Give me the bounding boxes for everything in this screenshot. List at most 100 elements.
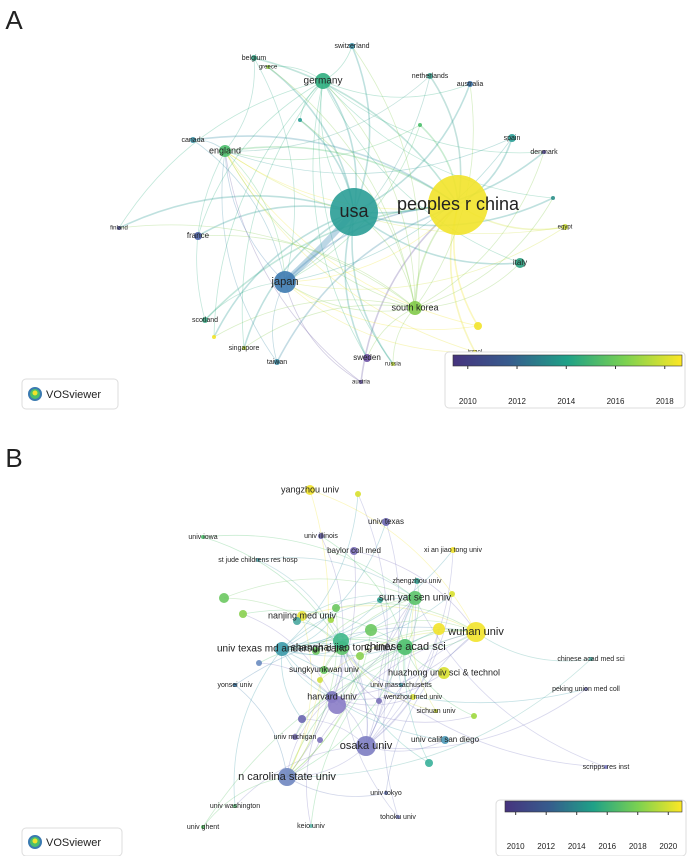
logo-icon: [32, 390, 38, 396]
link: [397, 597, 416, 686]
node-label: singapore: [229, 345, 260, 352]
node-label: n carolina state univ: [238, 771, 336, 783]
node: [298, 118, 302, 122]
link: [322, 80, 521, 264]
link: [223, 578, 416, 599]
node: [275, 642, 289, 656]
node-label: sungkyunkwan univ: [289, 665, 359, 674]
node-label: chinese acad med sci: [557, 656, 625, 663]
link: [378, 597, 416, 702]
node: [274, 359, 280, 365]
node: [391, 362, 395, 366]
link: [475, 631, 592, 662]
link: [281, 597, 416, 650]
node-label: taiwan: [267, 359, 287, 366]
link: [267, 66, 416, 309]
node-label: scripps res inst: [583, 764, 630, 771]
link: [281, 648, 303, 720]
node-label: canada: [182, 137, 205, 144]
node-label: nanjing med univ: [268, 610, 337, 620]
link: [286, 776, 387, 797]
link: [301, 605, 477, 633]
node-label: univ texas: [368, 517, 404, 526]
node-label: finland: [110, 226, 128, 232]
link: [320, 535, 406, 648]
link: [331, 672, 445, 700]
node: [202, 317, 208, 323]
node: [333, 633, 349, 649]
node: [542, 150, 546, 154]
node: [425, 759, 433, 767]
link: [359, 628, 477, 657]
link: [281, 599, 381, 650]
colorbar-tick-label: 2018: [629, 842, 647, 851]
link: [224, 75, 431, 152]
link: [213, 211, 355, 338]
link: [341, 647, 368, 747]
logo-box: [21, 378, 119, 410]
node: [332, 604, 340, 612]
node: [212, 335, 216, 339]
link: [351, 45, 371, 213]
node-label: australia: [457, 81, 484, 88]
node-label: st jude childrens res hosp: [218, 557, 297, 564]
link: [365, 631, 477, 747]
node-label: univ calif san diego: [411, 735, 480, 744]
link: [284, 281, 476, 353]
link: [370, 620, 477, 633]
nodes: [117, 43, 608, 829]
link: [253, 57, 459, 206]
link: [213, 299, 416, 338]
node: [584, 687, 588, 691]
link: [258, 638, 406, 664]
link: [224, 146, 459, 206]
link: [197, 80, 324, 237]
node-label: yonsei univ: [217, 682, 253, 689]
colorbar-tick-label: 2016: [607, 397, 625, 406]
node: [266, 65, 270, 69]
link: [310, 646, 406, 827]
link: [286, 550, 356, 778]
node: [256, 558, 260, 562]
link: [202, 776, 288, 828]
node-label: peoples r china: [397, 194, 520, 214]
node: [449, 591, 455, 597]
link: [233, 648, 283, 807]
link: [224, 150, 479, 327]
node-label: switzerland: [334, 43, 369, 50]
link: [319, 630, 477, 681]
link: [286, 489, 329, 778]
node: [396, 815, 400, 819]
link: [323, 597, 416, 671]
link: [351, 45, 420, 309]
link: [411, 597, 437, 712]
node: [233, 683, 237, 687]
link: [281, 493, 359, 650]
node-label: yangzhou univ: [281, 484, 340, 494]
node: [328, 696, 346, 714]
colorbar-tick-label: 2018: [656, 397, 674, 406]
node: [201, 825, 205, 829]
link: [414, 597, 607, 768]
node-label: keio univ: [297, 823, 325, 830]
link: [202, 631, 477, 828]
node: [219, 145, 231, 157]
node: [292, 734, 298, 740]
node-label: univ michigan: [274, 734, 317, 741]
overlay: A VOSviewer 2010 2012 2014 2016 2018 B VOSviewer…: [5, 5, 687, 857]
link: [281, 648, 446, 741]
link: [315, 597, 416, 652]
node: [397, 639, 413, 655]
link: [284, 281, 416, 312]
node: [318, 533, 324, 539]
node: [309, 824, 313, 828]
link: [224, 137, 513, 174]
node: [293, 617, 301, 625]
node: [278, 768, 296, 786]
node: [410, 694, 416, 700]
link: [286, 658, 592, 778]
link: [322, 80, 554, 199]
link: [341, 647, 607, 768]
link: [224, 150, 566, 234]
node-label: sichuan univ: [417, 708, 456, 715]
